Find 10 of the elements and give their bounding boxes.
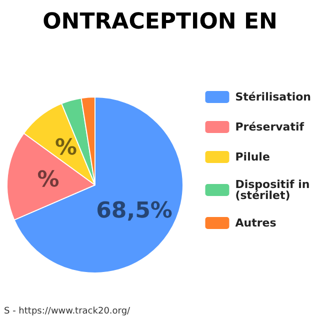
chart-title: ONTRACEPTION EN [42, 10, 278, 34]
text: S - https://www.track20.org/ [4, 306, 132, 316]
legend-label: Stérilisation [235, 90, 311, 104]
legend-label: Dispositif in (stérilet) [235, 178, 310, 202]
legend-label: Autres [235, 216, 277, 230]
legend-label: Préservatif [235, 120, 304, 134]
data-label: % [37, 167, 60, 192]
data-label: % [54, 136, 77, 161]
data-label: 68,5% [96, 198, 172, 224]
legend-label: Pilule [235, 150, 270, 164]
